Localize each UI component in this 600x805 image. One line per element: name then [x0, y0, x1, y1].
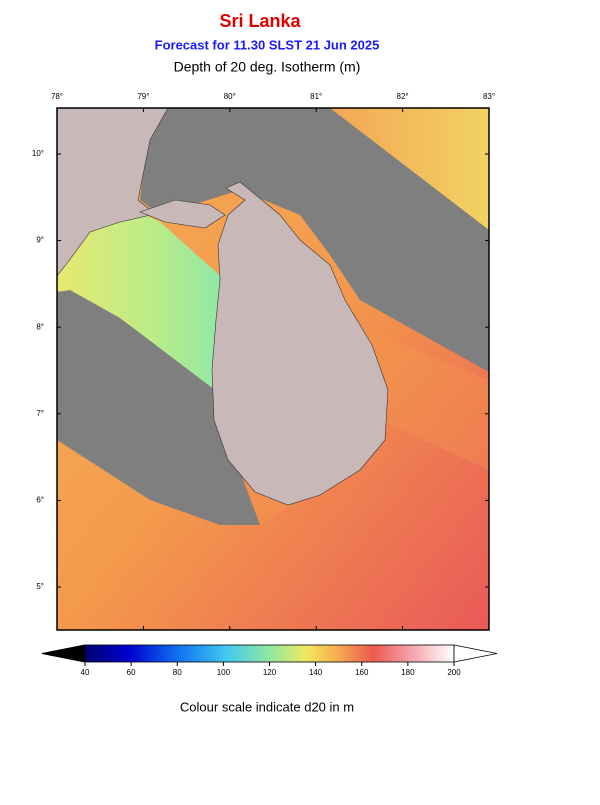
colorbar-tick-label: 200 [447, 668, 461, 677]
colorbar-tick-label: 60 [127, 668, 136, 677]
india [57, 108, 169, 277]
lon-tick-label: 83° [483, 92, 495, 101]
gulf-mannar [57, 212, 225, 390]
colorbar-tick-label: 80 [173, 668, 182, 677]
subtitle: Forecast for 11.30 SLST 21 Jun 2025 [155, 37, 380, 52]
lon-tick-label: 81° [310, 92, 322, 101]
lat-tick-label: 10° [32, 149, 44, 158]
colorbar [84, 644, 455, 663]
title: Sri Lanka [219, 11, 301, 31]
lat-tick-label: 6° [36, 496, 44, 505]
lon-tick-label: 79° [137, 92, 149, 101]
colorbar-tick-label: 100 [217, 668, 231, 677]
colorbar-tick-label: 180 [401, 668, 415, 677]
land-mask-sw [57, 290, 260, 525]
colorbar-low [41, 644, 86, 663]
lat-tick-label: 5° [36, 582, 44, 591]
map-area [57, 108, 489, 630]
colorbar-tick-label: 160 [355, 668, 369, 677]
sri-lanka [211, 181, 389, 506]
jaffna [139, 199, 226, 229]
colorbar-tick-label: 120 [263, 668, 277, 677]
lat-tick-label: 9° [36, 236, 44, 245]
lon-tick-label: 82° [397, 92, 409, 101]
lat-tick-label: 8° [36, 322, 44, 331]
lon-tick-label: 80° [224, 92, 236, 101]
map-frame [56, 107, 490, 631]
lat-tick-label: 7° [36, 409, 44, 418]
colorbar-high [453, 644, 498, 663]
lon-tick-label: 78° [51, 92, 63, 101]
land-mask-ne [140, 108, 489, 372]
caption: Colour scale indicate d20 in m [180, 699, 354, 714]
colorbar-tick-label: 40 [81, 668, 90, 677]
heading: Depth of 20 deg. Isotherm (m) [174, 59, 361, 75]
colorbar-tick-label: 140 [309, 668, 323, 677]
